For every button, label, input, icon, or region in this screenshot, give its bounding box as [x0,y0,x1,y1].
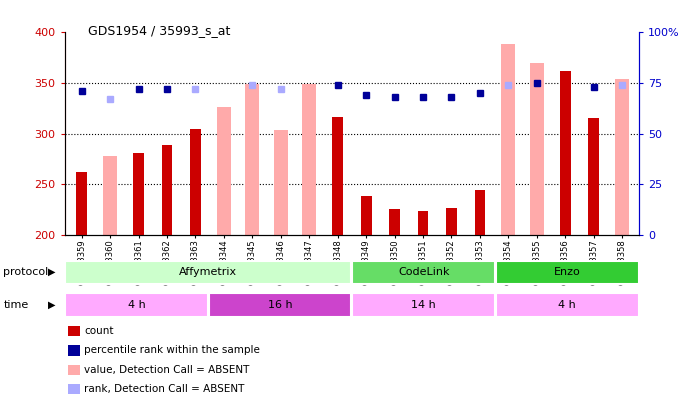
Text: ▶: ▶ [48,300,56,309]
Text: 4 h: 4 h [128,300,146,310]
Text: Enzo: Enzo [554,267,581,277]
Bar [133,153,144,235]
Bar [273,130,288,235]
Bar [615,79,629,235]
Bar [530,63,544,235]
Bar [333,117,343,235]
Bar [389,209,400,235]
Bar [588,118,599,235]
Bar [352,260,495,284]
Text: time: time [3,300,29,309]
Text: 14 h: 14 h [411,300,436,310]
Text: rank, Detection Call = ABSENT: rank, Detection Call = ABSENT [84,384,245,394]
Text: value, Detection Call = ABSENT: value, Detection Call = ABSENT [84,365,250,375]
Bar [65,260,352,284]
Bar [190,129,201,235]
Bar [209,293,352,317]
Bar [501,44,515,235]
Bar [76,172,87,235]
Bar [302,84,316,235]
Text: ▶: ▶ [48,267,56,277]
Bar [245,84,260,235]
Bar [360,196,371,235]
Text: GDS1954 / 35993_s_at: GDS1954 / 35993_s_at [88,24,231,37]
Bar [418,211,428,235]
Text: 16 h: 16 h [268,300,292,310]
Text: Affymetrix: Affymetrix [180,267,237,277]
Bar [560,71,571,235]
Bar [162,145,173,235]
Bar [446,207,457,235]
Bar [475,190,486,235]
Bar [65,293,207,317]
Text: 4 h: 4 h [558,300,576,310]
Bar [103,156,117,235]
Text: CodeLink: CodeLink [398,267,449,277]
Bar [352,293,495,317]
Text: count: count [84,326,114,336]
Text: percentile rank within the sample: percentile rank within the sample [84,345,260,355]
Bar [217,107,231,235]
Bar [496,260,639,284]
Bar [496,293,639,317]
Text: protocol: protocol [3,267,49,277]
